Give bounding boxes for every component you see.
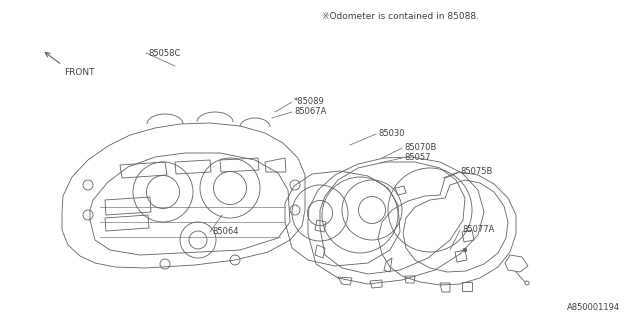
Text: 85058C: 85058C — [148, 49, 180, 58]
Text: 85077A: 85077A — [462, 226, 494, 235]
Text: FRONT: FRONT — [64, 68, 95, 77]
Text: 85057: 85057 — [404, 154, 431, 163]
Text: A850001194: A850001194 — [567, 303, 620, 312]
Text: 85030: 85030 — [378, 130, 404, 139]
Circle shape — [463, 248, 467, 252]
Text: 85067A: 85067A — [294, 108, 326, 116]
Text: ※Odometer is contained in 85088.: ※Odometer is contained in 85088. — [322, 12, 479, 21]
Text: *85089: *85089 — [294, 98, 324, 107]
Text: 85070B: 85070B — [404, 143, 436, 153]
Text: 85064: 85064 — [212, 228, 239, 236]
Text: 85075B: 85075B — [460, 167, 492, 177]
